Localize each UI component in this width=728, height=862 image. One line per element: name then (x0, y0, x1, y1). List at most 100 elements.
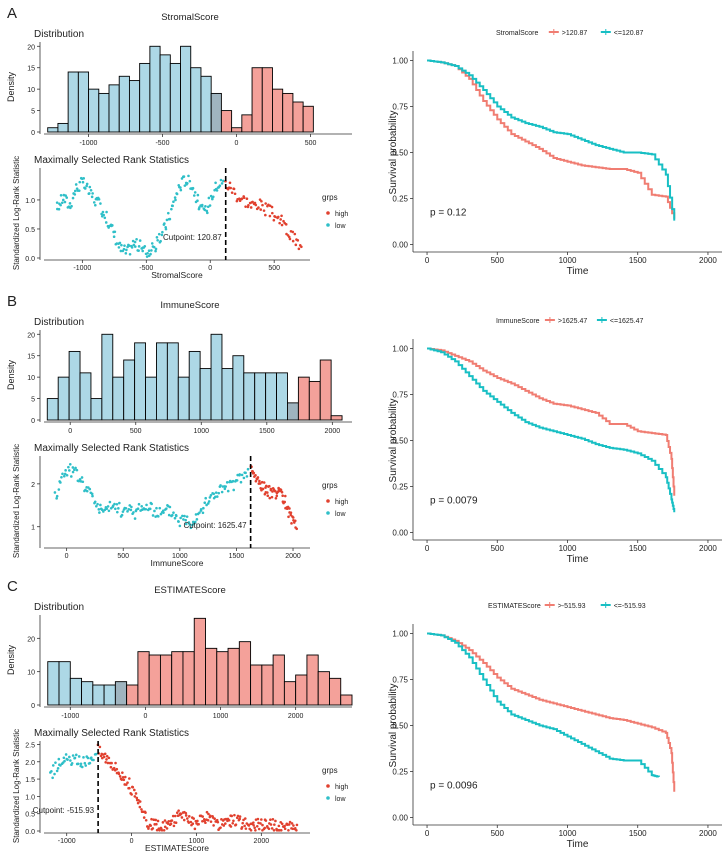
rank-point-high (109, 765, 113, 769)
rank-point-high (271, 818, 275, 821)
rank-point-high (254, 473, 257, 477)
rank-point-low (179, 188, 183, 192)
rank-point-low (51, 764, 55, 767)
survival-legend-label: >-515.93 (558, 603, 586, 610)
survival-legend-title: ESTIMATEScore (488, 603, 541, 610)
rank-point-low (95, 504, 98, 508)
survival-ylabel: Survival probability (388, 399, 399, 483)
rank-point-high (224, 817, 228, 821)
rank-point-high (155, 822, 158, 826)
rank-point-high (240, 197, 244, 200)
survival-xtick-label: 1000 (559, 256, 577, 265)
histogram-bar (177, 376, 190, 421)
survival-ytick-label: 0.50 (392, 149, 408, 158)
histogram-bar (319, 359, 332, 421)
rank-point-low (137, 245, 141, 248)
rank-point-low (133, 240, 137, 244)
rank-point-high (260, 818, 263, 821)
rank-point-high (283, 824, 286, 828)
rank-point-low (209, 494, 213, 497)
rank-point-low (85, 182, 89, 186)
histogram-bar (166, 342, 179, 421)
distribution-main-title: StromalScore (161, 12, 219, 23)
rank-point-high (158, 829, 161, 832)
histogram-bar (200, 75, 212, 133)
rank-point-low (90, 195, 94, 199)
rank-point-high (227, 818, 231, 822)
rank-point-low (113, 502, 116, 506)
rank-point-high (296, 239, 300, 242)
rank-point-low (78, 478, 82, 481)
rank-point-low (88, 761, 92, 765)
histogram-bar (329, 677, 342, 706)
rank-stats-ylabel: Standardized Log-Rank Statistic (12, 444, 21, 558)
rank-point-low (63, 472, 67, 476)
rank-stats-xlabel: StromalScore (151, 270, 203, 280)
histogram-bar (292, 101, 304, 133)
rank-point-low (94, 752, 98, 756)
legend-high-label: high (335, 784, 348, 791)
rank-point-low (214, 491, 218, 494)
distribution-xtick-label: 2000 (288, 713, 304, 720)
rank-point-high (287, 823, 291, 826)
rank-point-high (206, 818, 210, 822)
rank-point-high (295, 829, 298, 832)
rank-point-high (270, 495, 274, 499)
rank-point-low (218, 184, 222, 188)
rank-point-high (274, 496, 278, 500)
panel-letter: A (7, 5, 17, 22)
rank-point-high (170, 819, 174, 822)
rank-point-high (242, 818, 245, 822)
rank-point-low (93, 500, 97, 504)
histogram-bar (68, 350, 81, 421)
rank-point-high (297, 247, 301, 251)
rank-legend-title: grps (322, 766, 338, 775)
rank-point-high (232, 187, 236, 191)
rank-point-high (184, 811, 188, 815)
rank-point-high (264, 213, 267, 217)
rank-point-low (165, 218, 169, 222)
histogram-bar (88, 88, 100, 133)
survival-legend-label: >120.87 (562, 30, 588, 37)
rank-point-high (287, 829, 290, 832)
rank-point-high (231, 821, 235, 825)
rank-point-high (266, 491, 269, 494)
rank-point-high (173, 814, 177, 818)
legend-high-dot (326, 499, 330, 503)
distribution-ytick-label: 0 (31, 703, 35, 710)
survival-ytick-label: 0.00 (392, 240, 408, 249)
rank-point-high (291, 230, 295, 234)
survival-legend-label: <=-515.93 (614, 603, 646, 610)
rank-point-high (254, 479, 258, 483)
rank-point-low (226, 489, 230, 493)
rank-point-high (140, 808, 143, 811)
distribution-ytick-label: 20 (27, 636, 35, 643)
rank-point-low (242, 476, 246, 480)
rank-point-high (238, 197, 241, 201)
rank-point-low (238, 473, 241, 476)
survival-xlabel: Time (567, 554, 589, 565)
histogram-bar (205, 647, 218, 706)
rank-point-low (164, 227, 168, 231)
rank-stats-xtick-label: 0 (65, 553, 69, 560)
rank-point-high (283, 827, 287, 831)
rank-point-low (71, 466, 75, 469)
rank-point-high (131, 785, 135, 789)
histogram-bar (216, 651, 229, 706)
rank-point-high (144, 818, 148, 822)
rank-point-high (293, 519, 297, 523)
rank-point-low (97, 197, 101, 201)
rank-point-low (137, 249, 140, 252)
p-value: p = 0.0079 (430, 495, 478, 506)
rank-point-high (201, 819, 204, 823)
rank-stats-xtick-label: 2000 (254, 838, 270, 845)
rank-point-high (121, 775, 125, 779)
rank-point-high (110, 761, 113, 765)
rank-point-low (160, 233, 164, 237)
survival-curve-high (427, 59, 676, 219)
rank-point-high (99, 754, 103, 758)
rank-point-high (138, 800, 142, 803)
rank-point-low (106, 505, 110, 508)
rank-stats-title: Maximally Selected Rank Statistics (34, 155, 189, 166)
